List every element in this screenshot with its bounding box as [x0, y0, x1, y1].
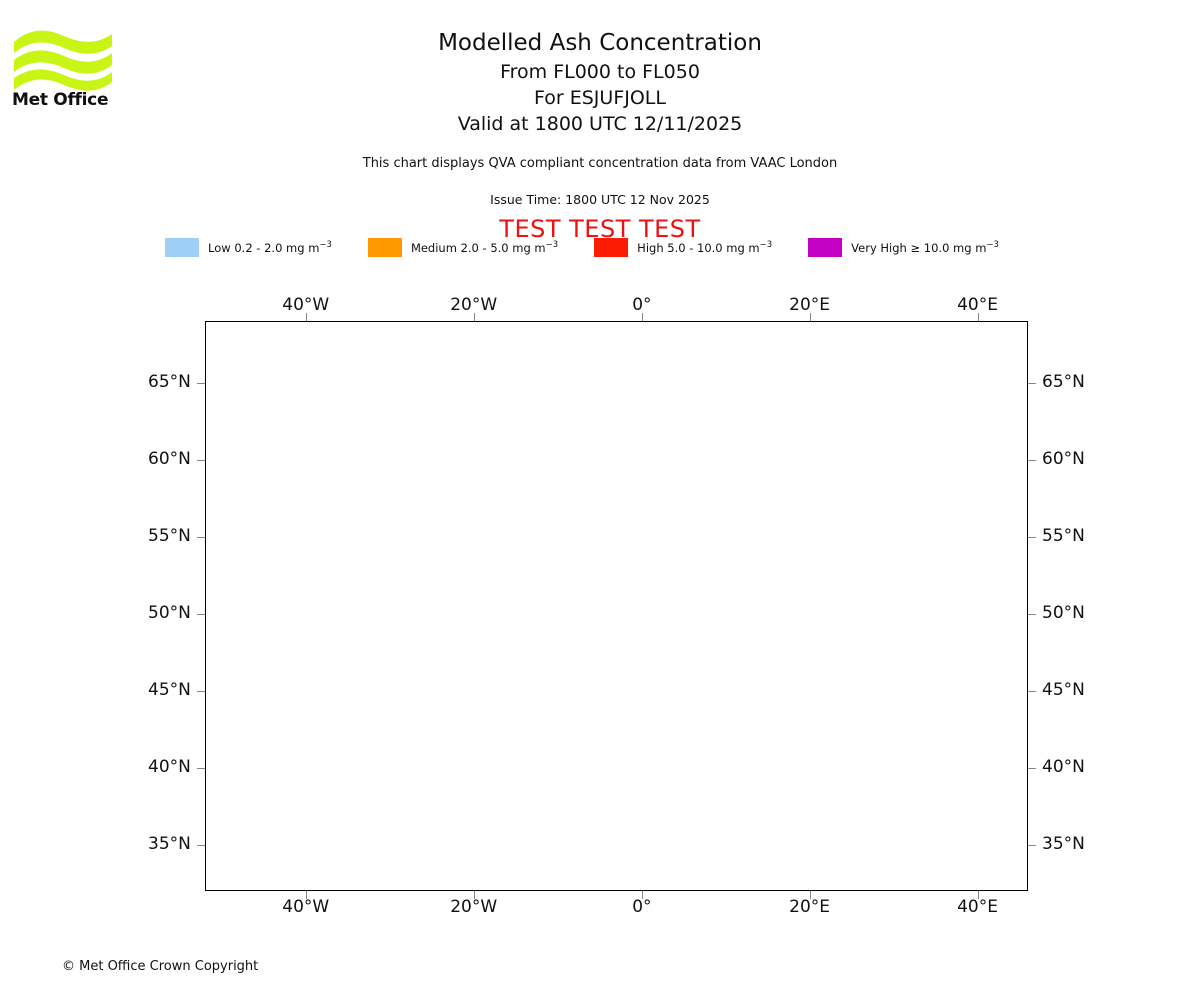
lon-tick-label-20W: 20°W [450, 295, 498, 315]
lat-tick-mark [1028, 536, 1036, 538]
lat-tick-label-left-45N: 45°N [148, 679, 191, 700]
lat-tick-label-left-35N: 35°N [148, 833, 191, 854]
lat-tick-mark [1028, 844, 1036, 846]
met-office-wordmark: Met Office [12, 90, 109, 110]
lon-tick-mark [977, 313, 979, 321]
lon-tick-mark [809, 891, 811, 899]
legend-low: Low 0.2 - 2.0 mg m−3 [165, 238, 368, 257]
legend-high-label: High 5.0 - 10.0 mg m−3 [637, 240, 773, 255]
valid-time-line: Valid at 1800 UTC 12/11/2025 [457, 113, 743, 135]
lon-tick-mark [641, 891, 643, 899]
lat-tick-label-right-45N: 45°N [1042, 679, 1085, 700]
lon-tick-mark [305, 313, 307, 321]
ash-concentration-map[interactable] [205, 321, 1028, 891]
qva-note: This chart displays QVA compliant concen… [362, 156, 838, 171]
title-block: Modelled Ash Concentration From FL000 to… [0, 28, 1200, 137]
legend-very-high-label: Very High ≥ 10.0 mg m−3 [851, 240, 999, 255]
lat-tick-label-right-60N: 60°N [1042, 448, 1085, 469]
lon-tick-label-40E: 40°E [957, 897, 998, 917]
legend-high-swatch [594, 238, 629, 257]
met-office-waves-icon [14, 30, 112, 91]
lon-tick-mark [305, 891, 307, 899]
copyright-footer: © Met Office Crown Copyright [62, 959, 259, 974]
legend-low-label: Low 0.2 - 2.0 mg m−3 [208, 240, 332, 255]
concentration-legend: Low 0.2 - 2.0 mg m−3 Medium 2.0 - 5.0 mg… [0, 238, 1200, 257]
legend-very-high: Very High ≥ 10.0 mg m−3 [808, 238, 1035, 257]
lat-tick-mark [1028, 382, 1036, 384]
lon-tick-label-40E: 40°E [957, 295, 998, 315]
lat-tick-label-right-55N: 55°N [1042, 525, 1085, 546]
lat-tick-mark [197, 767, 205, 769]
lon-tick-label-40W: 40°W [282, 295, 330, 315]
lon-tick-label-0: 0° [632, 295, 652, 315]
legend-low-swatch [165, 238, 200, 257]
map-frame [205, 321, 1028, 891]
lon-tick-mark [473, 313, 475, 321]
lat-tick-label-right-50N: 50°N [1042, 602, 1085, 623]
lon-tick-mark [977, 891, 979, 899]
lat-tick-mark [1028, 613, 1036, 615]
lat-tick-label-right-65N: 65°N [1042, 371, 1085, 392]
lon-tick-label-20E: 20°E [789, 897, 831, 917]
volcano-line: For ESJUFJOLL [534, 87, 666, 109]
lat-tick-mark [197, 382, 205, 384]
page-title: Modelled Ash Concentration [438, 30, 762, 56]
lat-tick-label-right-35N: 35°N [1042, 833, 1085, 854]
lat-tick-mark [1028, 767, 1036, 769]
lat-tick-label-left-65N: 65°N [148, 371, 191, 392]
issue-time: Issue Time: 1800 UTC 12 Nov 2025 [490, 192, 710, 207]
legend-high: High 5.0 - 10.0 mg m−3 [594, 238, 808, 257]
lon-tick-label-20E: 20°E [789, 295, 831, 315]
lon-tick-label-40W: 40°W [282, 897, 330, 917]
flight-level-line: From FL000 to FL050 [500, 61, 700, 83]
lon-tick-mark [641, 313, 643, 321]
legend-medium-label: Medium 2.0 - 5.0 mg m−3 [410, 240, 559, 255]
lon-tick-mark [473, 891, 475, 899]
lat-tick-label-right-40N: 40°N [1042, 756, 1085, 777]
lat-tick-mark [197, 844, 205, 846]
lat-tick-label-left-60N: 60°N [148, 448, 191, 469]
lon-tick-label-20W: 20°W [450, 897, 498, 917]
lat-tick-mark [1028, 459, 1036, 461]
lon-tick-mark [809, 313, 811, 321]
legend-medium: Medium 2.0 - 5.0 mg m−3 [367, 238, 594, 257]
lat-tick-mark [197, 536, 205, 538]
lat-tick-label-left-50N: 50°N [148, 602, 191, 623]
lat-tick-mark [197, 690, 205, 692]
lat-tick-label-left-40N: 40°N [148, 756, 191, 777]
lat-tick-mark [197, 613, 205, 615]
lat-tick-mark [197, 459, 205, 461]
lat-tick-mark [1028, 690, 1036, 692]
legend-medium-swatch [367, 238, 402, 257]
lon-tick-label-0: 0° [632, 897, 652, 917]
met-office-logo [12, 22, 122, 112]
lat-tick-label-left-55N: 55°N [148, 525, 191, 546]
legend-very-high-swatch [808, 238, 843, 257]
